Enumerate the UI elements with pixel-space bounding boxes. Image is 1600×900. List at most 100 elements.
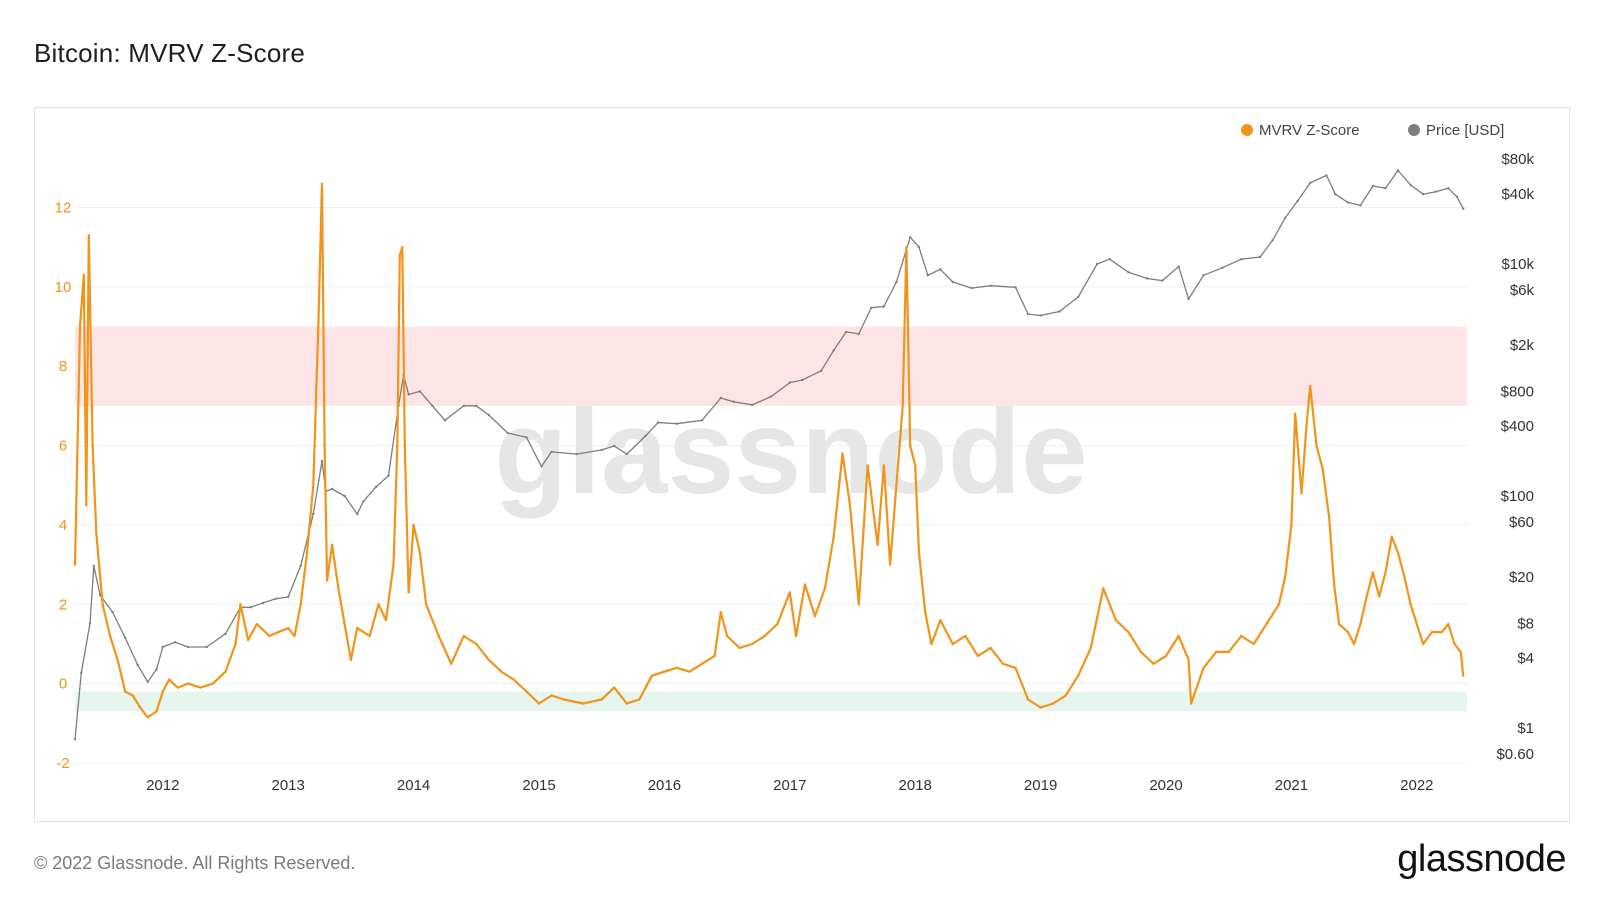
zscore-point	[1215, 650, 1218, 654]
y-right-tick-label: $40k	[1501, 186, 1534, 203]
zscore-point	[788, 591, 791, 594]
zscore-point	[349, 658, 353, 661]
legend[interactable]: MVRV Z-Score Price [USD]	[1241, 122, 1504, 139]
price-point	[895, 280, 898, 284]
price-point	[1161, 279, 1164, 282]
price-point	[951, 280, 954, 284]
legend-label-price[interactable]: Price [USD]	[1426, 122, 1504, 139]
zscore-point	[401, 246, 404, 249]
zscore-point	[537, 702, 541, 705]
zscore-point	[1403, 575, 1406, 578]
price-point	[161, 645, 164, 649]
x-tick-label: 2022	[1400, 777, 1433, 794]
price-point	[732, 400, 735, 403]
y-left-tick-label: -2	[56, 755, 69, 772]
y-right-tick-label: $0.60	[1496, 746, 1534, 763]
zscore-point	[823, 587, 827, 590]
x-tick-label: 2019	[1024, 777, 1057, 794]
price-point	[443, 419, 447, 422]
zscore-point	[95, 531, 98, 535]
y-right-tick-label: $800	[1501, 383, 1534, 400]
price-point	[926, 274, 929, 277]
price-point	[801, 378, 804, 382]
price-point	[387, 474, 390, 477]
price-point	[205, 645, 208, 649]
zscore-point	[1139, 650, 1143, 654]
zscore-point	[161, 690, 164, 693]
price-point	[1284, 216, 1287, 219]
price-point	[80, 671, 83, 674]
zscore-point	[1384, 571, 1387, 574]
mvrv-chart: glassnode -2 0 2 4 6 8 10 12 $80k $40k $10k $6k $2k $…	[55, 122, 1535, 794]
zscore-point	[738, 646, 741, 650]
zscore-point	[78, 325, 82, 328]
watermark-layer: glassnode	[494, 385, 1088, 519]
zscore-point	[841, 452, 844, 455]
undervalued-band	[75, 691, 1467, 712]
zscore-point	[1447, 622, 1450, 626]
price-point	[1026, 312, 1030, 316]
zscore-point	[101, 603, 104, 606]
price-point	[1146, 277, 1149, 280]
zscore-point	[299, 603, 302, 606]
zscore-point	[108, 634, 112, 638]
legend-label-zscore[interactable]: MVRV Z-Score	[1259, 122, 1360, 139]
zscore-point	[1459, 650, 1462, 654]
brand-logo[interactable]: glassnode	[1397, 838, 1566, 880]
zscore-point	[909, 444, 912, 447]
zscore-point	[930, 642, 933, 646]
zscore-layer	[73, 182, 1465, 719]
zscore-point	[1453, 642, 1456, 646]
zscore-point	[1187, 658, 1190, 661]
y-right-tick-label: $6k	[1510, 282, 1535, 299]
y-right-tick-label: $20	[1509, 569, 1534, 586]
y-right-tick-label: $4	[1517, 650, 1534, 667]
zscore-point	[914, 464, 917, 467]
watermark-text: glassnode	[494, 385, 1088, 519]
price-point	[487, 413, 490, 417]
y-right-tick-label: $60	[1509, 514, 1534, 531]
x-tick-label: 2014	[397, 777, 430, 794]
zscore-point	[1315, 444, 1318, 447]
zscore-point	[323, 444, 326, 447]
price-point	[136, 663, 139, 667]
zscore-point	[866, 464, 869, 467]
price-point	[882, 305, 886, 308]
zscore-point	[407, 591, 410, 594]
zscore-point	[396, 444, 399, 447]
zscore-point	[91, 444, 94, 447]
zscore-point	[832, 535, 835, 538]
price-point	[261, 601, 265, 605]
price-point	[820, 369, 823, 372]
price-point	[613, 444, 616, 448]
x-tick-label: 2016	[648, 777, 681, 794]
y-left-tick-label: 8	[59, 358, 67, 375]
zscore-point	[964, 634, 967, 638]
zscore-point	[85, 503, 88, 507]
y-right-tick-label: $1	[1517, 720, 1534, 737]
zscore-point	[167, 678, 171, 681]
y-left-tick-label: 0	[59, 676, 67, 693]
price-point	[1325, 174, 1328, 177]
zscore-point	[888, 563, 892, 566]
zscore-point	[1294, 412, 1297, 415]
price-point	[1462, 207, 1465, 210]
zscore-point	[625, 702, 628, 705]
price-point	[88, 622, 92, 625]
zscore-point	[763, 634, 766, 638]
zscore-point	[848, 503, 852, 507]
price-point	[845, 330, 848, 334]
zscore-point	[293, 634, 296, 638]
price-point	[1455, 195, 1459, 198]
zscore-point	[924, 611, 927, 614]
price-point	[418, 390, 422, 393]
y-right-tick-label: $400	[1501, 418, 1534, 435]
zscore-point	[268, 634, 271, 638]
zscore-point	[139, 706, 142, 709]
zscore-point	[1409, 603, 1412, 606]
zscore-point	[895, 484, 898, 487]
y-right-tick-label: $100	[1501, 488, 1534, 505]
price-point	[909, 236, 912, 239]
price-point	[356, 512, 359, 516]
zscore-point	[1332, 583, 1336, 586]
